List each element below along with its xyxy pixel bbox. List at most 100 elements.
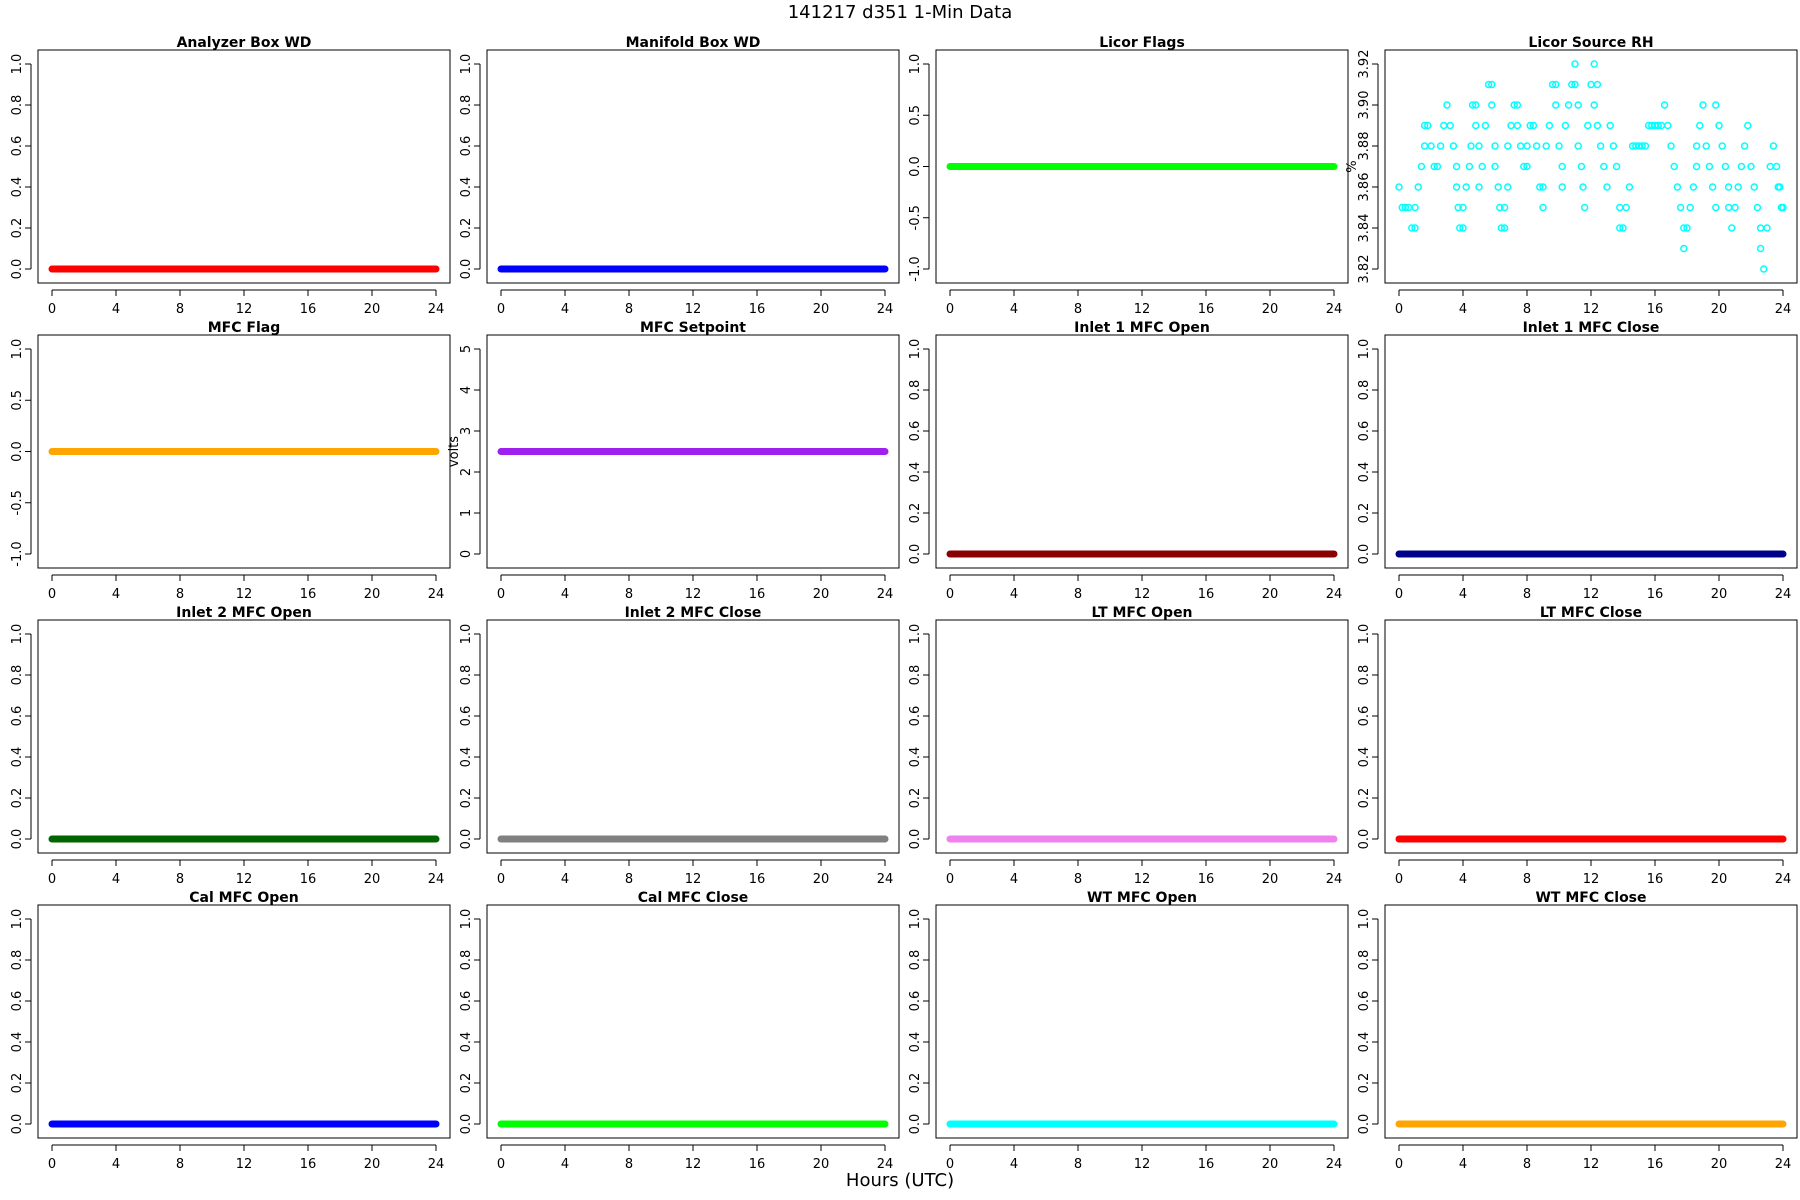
- data-point: [1465, 162, 1474, 171]
- data-point: [1680, 224, 1688, 232]
- x-tick-label: 0: [946, 302, 954, 317]
- x-tick-label: 8: [1074, 872, 1082, 887]
- data-point: [1756, 244, 1765, 253]
- y-tick-label: 3.92: [1357, 50, 1372, 79]
- data-point: [1673, 183, 1682, 191]
- data-point: [1737, 162, 1746, 171]
- x-tick-label: 24: [1775, 302, 1792, 317]
- data-point: [1529, 121, 1538, 130]
- y-tick-label: 3.82: [1357, 255, 1372, 284]
- data-point: [1686, 203, 1694, 212]
- y-tick-label: 0.4: [908, 462, 923, 483]
- y-tick-label: 0.8: [908, 665, 923, 686]
- y-tick-label: 3: [459, 427, 474, 435]
- y-tick-label: 0.2: [459, 788, 474, 809]
- x-tick-label: 8: [1074, 587, 1082, 602]
- data-point: [1395, 183, 1403, 191]
- data-point: [1616, 203, 1624, 212]
- data-point: [1712, 203, 1720, 212]
- plot-frame: [935, 334, 1349, 569]
- data-point: [1558, 162, 1566, 171]
- y-tick-label: 0.4: [908, 747, 923, 768]
- panel-title: Manifold Box WD: [626, 35, 761, 51]
- data-point: [1526, 121, 1534, 130]
- x-tick-label: 16: [300, 1157, 317, 1172]
- data-point: [1504, 142, 1512, 150]
- x-tick-label: 16: [749, 302, 766, 317]
- data-point: [1539, 203, 1547, 212]
- y-tick-label: 0.4: [10, 747, 25, 768]
- data-point: [1744, 121, 1752, 130]
- y-tick-label: 1.0: [10, 624, 25, 645]
- x-tick-label: 24: [877, 302, 894, 317]
- panel-title: MFC Flag: [208, 320, 280, 336]
- x-tick-label: 16: [749, 1157, 766, 1172]
- data-point: [1481, 121, 1490, 130]
- panel-title: WT MFC Open: [1087, 890, 1197, 906]
- plot-frame: [935, 49, 1349, 284]
- x-tick-label: 0: [1395, 1157, 1403, 1172]
- data-point: [1721, 162, 1730, 171]
- x-tick-label: 0: [48, 1157, 56, 1172]
- data-point: [1593, 121, 1602, 130]
- y-tick-label: 0.8: [10, 950, 25, 971]
- y-tick-label: 0.6: [908, 991, 923, 1012]
- y-tick-label: 0.0: [1357, 544, 1372, 565]
- y-tick-label: 0.2: [908, 788, 923, 809]
- panel-licor-source-rh: Licor Source RH 0 4 8 12 16 20 24 3.82 3.84 3.86 3.…: [1345, 35, 1798, 317]
- x-tick-label: 4: [1459, 302, 1467, 317]
- y-tick-label: 0.6: [10, 991, 25, 1012]
- x-tick-label: 20: [1711, 872, 1728, 887]
- panel-title: Cal MFC Open: [189, 890, 298, 906]
- data-point: [1606, 121, 1614, 130]
- data-point: [1532, 142, 1541, 150]
- y-tick-label: 0.0: [908, 156, 923, 177]
- y-tick-label: 0.8: [908, 380, 923, 401]
- y-tick-label: 0.0: [459, 829, 474, 850]
- data-point: [1683, 224, 1691, 232]
- data-point: [1433, 162, 1442, 171]
- x-tick-label: 16: [1198, 1157, 1215, 1172]
- y-tick-label: 1.0: [459, 624, 474, 645]
- data-point: [1708, 183, 1717, 191]
- x-tick-label: 4: [1459, 587, 1467, 602]
- x-tick-label: 0: [497, 302, 505, 317]
- x-tick-label: 8: [176, 587, 184, 602]
- plot-frame: [37, 49, 451, 284]
- panel-title: Inlet 1 MFC Open: [1074, 320, 1210, 336]
- data-point: [1753, 203, 1762, 212]
- x-tick-label: 4: [561, 587, 569, 602]
- panel-wt-mfc-open: WT MFC Open 0 4 8 12 16 20 24 0.0 0.2 0.4 0.6 0.8 1.0: [908, 890, 1349, 1172]
- y-tick-label: 0.0: [1357, 1114, 1372, 1135]
- x-tick-label: 8: [1074, 302, 1082, 317]
- y-tick-label: 1.0: [908, 54, 923, 75]
- data-point: [1731, 203, 1739, 212]
- plot-frame: [935, 904, 1349, 1139]
- y-tick-label: 0.6: [1357, 421, 1372, 442]
- data-point: [1510, 101, 1518, 109]
- data-point: [1491, 142, 1499, 150]
- data-point: [1580, 203, 1589, 212]
- plot-frame: [1384, 904, 1798, 1139]
- y-tick-label: 3.88: [1357, 132, 1372, 161]
- x-tick-label: 16: [1198, 872, 1215, 887]
- data-point: [1436, 142, 1445, 150]
- data-point: [1459, 224, 1467, 232]
- x-tick-label: 4: [112, 1157, 120, 1172]
- data-point: [1660, 101, 1669, 109]
- x-tick-label: 0: [946, 1157, 954, 1172]
- x-tick-label: 4: [561, 872, 569, 887]
- data-point: [1596, 142, 1605, 150]
- y-tick-label: 0.6: [459, 706, 474, 727]
- x-tick-label: 12: [1583, 302, 1600, 317]
- plot-frame: [1384, 334, 1798, 569]
- x-tick-label: 24: [1326, 872, 1343, 887]
- y-tick-label: 0.8: [908, 950, 923, 971]
- x-tick-label: 20: [1262, 872, 1279, 887]
- x-tick-label: 16: [749, 872, 766, 887]
- x-tick-label: 20: [364, 302, 381, 317]
- y-tick-label: 0.0: [459, 259, 474, 280]
- data-point: [1452, 183, 1461, 191]
